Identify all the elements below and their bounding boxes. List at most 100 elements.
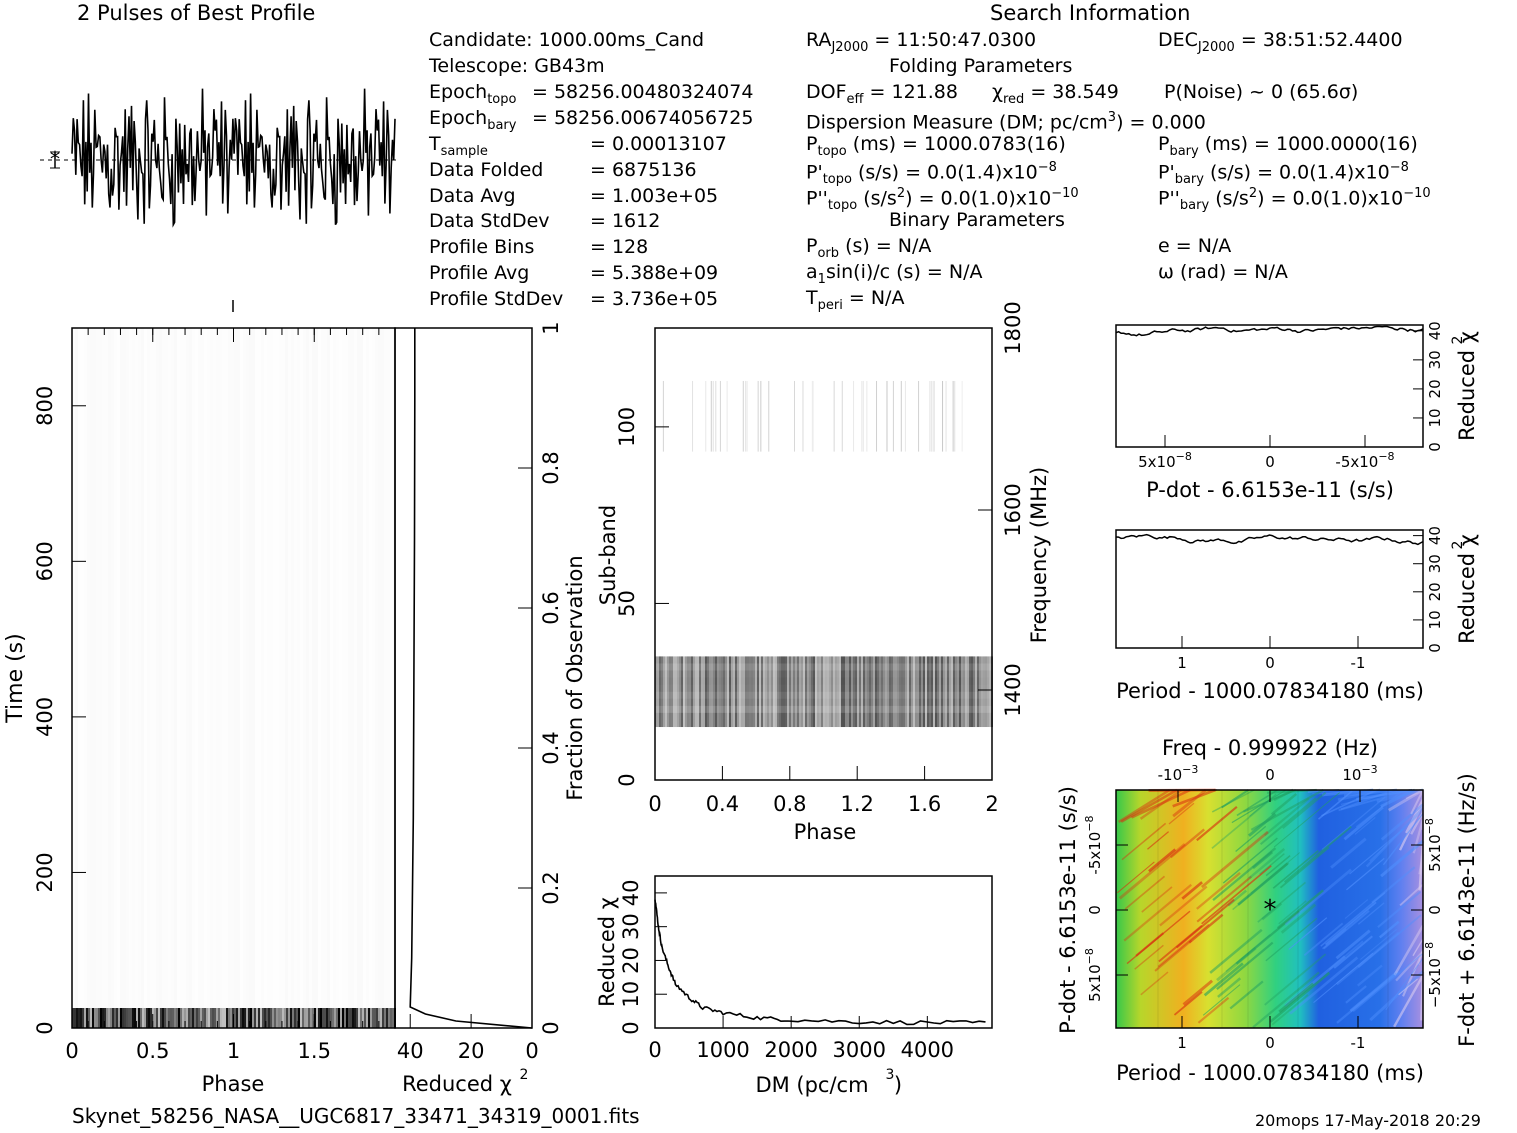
- ppdot-streak: [1278, 900, 1307, 925]
- timephase-strip: [200, 1008, 202, 1028]
- chi-xtick-label: 40: [397, 1039, 424, 1063]
- timephase-strip: [184, 1008, 186, 1028]
- timephase-strip: [282, 1008, 284, 1028]
- timephase-column: [75, 328, 78, 1008]
- timephase-strip: [78, 1008, 80, 1028]
- timephase-strip: [242, 1008, 244, 1028]
- ppdot-streak: [1399, 883, 1424, 907]
- subband-band-column: [663, 656, 665, 728]
- subband-band-column: [705, 656, 707, 728]
- timephase-strip: [216, 1008, 218, 1028]
- ppdot-streak: [1222, 837, 1278, 884]
- timephase-strip: [98, 1008, 100, 1028]
- subband-band-column: [931, 656, 933, 728]
- subband-frame: [654, 327, 993, 781]
- timephase-strip: [136, 1008, 138, 1028]
- ppdot-streak: [1147, 831, 1170, 850]
- ppdot-streak: [1340, 789, 1394, 811]
- timephase-strip: [88, 1008, 90, 1028]
- subband-band-column: [883, 656, 885, 728]
- subband-faint-line: [933, 380, 935, 452]
- subband-band-column: [657, 656, 659, 728]
- dm-xtick-label: 0: [648, 1038, 661, 1062]
- timephase-strip: [348, 1008, 350, 1028]
- info-porb: Porb (s) = N/A: [806, 235, 932, 261]
- ppdot-streak: [1343, 788, 1398, 797]
- subband-band-column: [925, 656, 927, 728]
- ppdot-streak: [1196, 806, 1238, 842]
- subband-band-column: [739, 656, 741, 728]
- ppdot-streak: [1380, 839, 1424, 878]
- pdot-ytick-label: 0: [1426, 442, 1444, 452]
- timephase-column: [96, 328, 99, 1008]
- timephase-strip: [188, 1008, 190, 1028]
- timephase-strip: [258, 1008, 260, 1028]
- subband-band-column: [795, 656, 797, 728]
- timephase-strip: [86, 1008, 88, 1028]
- ppdot-streak: [1369, 810, 1424, 862]
- ppdot-streak: [1280, 903, 1317, 934]
- ppdot-streak: [1235, 825, 1267, 853]
- subband-band-column: [689, 656, 691, 728]
- timephase-column: [120, 328, 123, 1008]
- info-chi: χred = 38.549: [992, 81, 1119, 107]
- ppdot-streak: [1203, 962, 1244, 997]
- ppdot-streak: [1398, 978, 1418, 996]
- ppdot-streak: [1322, 928, 1347, 950]
- subband-band-column: [975, 656, 977, 728]
- chi-line: [409, 328, 533, 1029]
- timephase-strip: [108, 1008, 110, 1028]
- subband-band-column: [875, 656, 877, 728]
- pdot-ytick-label: 10: [1426, 408, 1444, 427]
- timephase-strip: [164, 1008, 166, 1028]
- subband-band-column: [773, 656, 775, 728]
- pdot-frame: [1115, 324, 1424, 448]
- ppdot-streak: [1317, 790, 1353, 820]
- subband-band-column: [919, 656, 921, 728]
- timephase-strip: [336, 1008, 338, 1028]
- subband-band-row: [655, 698, 992, 706]
- ppdot-streak: [1273, 788, 1294, 802]
- subband-band-column: [977, 656, 979, 728]
- timephase-column: [216, 328, 219, 1008]
- subband-band-column: [911, 656, 913, 728]
- ppdot-streak: [1335, 931, 1400, 986]
- subband-band-column: [753, 656, 755, 728]
- ppdot-streak: [1217, 977, 1242, 998]
- subband-faint-line: [904, 380, 906, 452]
- subband-band-column: [673, 656, 675, 728]
- subband-faint-line: [942, 380, 944, 452]
- info-ra: RAJ2000 = 11:50:47.0300: [806, 29, 1037, 55]
- timephase-strip: [84, 1008, 86, 1028]
- ppdot-toptick-sup: −3: [1182, 763, 1198, 776]
- subband-band-column: [955, 656, 957, 728]
- period-ytick-label: 0: [1426, 643, 1444, 653]
- subband-band-column: [775, 656, 777, 728]
- subband-band-column: [871, 656, 873, 728]
- profile-line: [71, 88, 396, 228]
- ppdot-streak: [1140, 971, 1169, 996]
- ppdot-streak: [1357, 914, 1422, 968]
- pdot-ytick-label: 30: [1426, 350, 1444, 369]
- timephase-strip: [362, 1008, 364, 1028]
- timephase-strip: [324, 1008, 326, 1028]
- timephase-strip: [230, 1008, 232, 1028]
- timephase-strip: [382, 1008, 384, 1028]
- timephase-strip: [74, 1008, 76, 1028]
- subband-band-row: [655, 719, 992, 728]
- subband-band-column: [897, 656, 899, 728]
- subband-faint-line: [929, 380, 931, 452]
- subband-band-column: [799, 656, 801, 728]
- info-epoch-bary-val: = 58256.00674056725: [532, 107, 754, 129]
- info-tsample-val: = 0.00013107: [590, 133, 727, 155]
- ppdot-streak: [1173, 991, 1203, 1016]
- subband-band-column: [709, 656, 711, 728]
- timephase-strip: [338, 1008, 340, 1028]
- timephase-column: [225, 328, 228, 1008]
- timephase-column: [192, 328, 195, 1008]
- timephase-strip: [214, 1008, 216, 1028]
- timephase-column: [114, 328, 117, 1008]
- info-profile-avg: Profile Avg: [429, 262, 530, 284]
- timephase-strip: [370, 1008, 372, 1028]
- timephase-column: [147, 328, 150, 1008]
